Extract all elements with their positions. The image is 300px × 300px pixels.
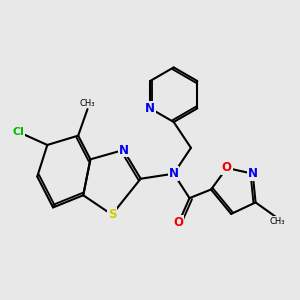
Text: N: N [118, 143, 128, 157]
Text: CH₃: CH₃ [80, 99, 95, 108]
Text: Cl: Cl [13, 127, 25, 137]
Text: CH₃: CH₃ [269, 217, 285, 226]
Text: S: S [108, 208, 116, 221]
Text: N: N [248, 167, 258, 180]
Text: O: O [174, 216, 184, 229]
Text: O: O [222, 161, 232, 175]
Text: N: N [145, 102, 155, 115]
Text: N: N [169, 167, 179, 180]
